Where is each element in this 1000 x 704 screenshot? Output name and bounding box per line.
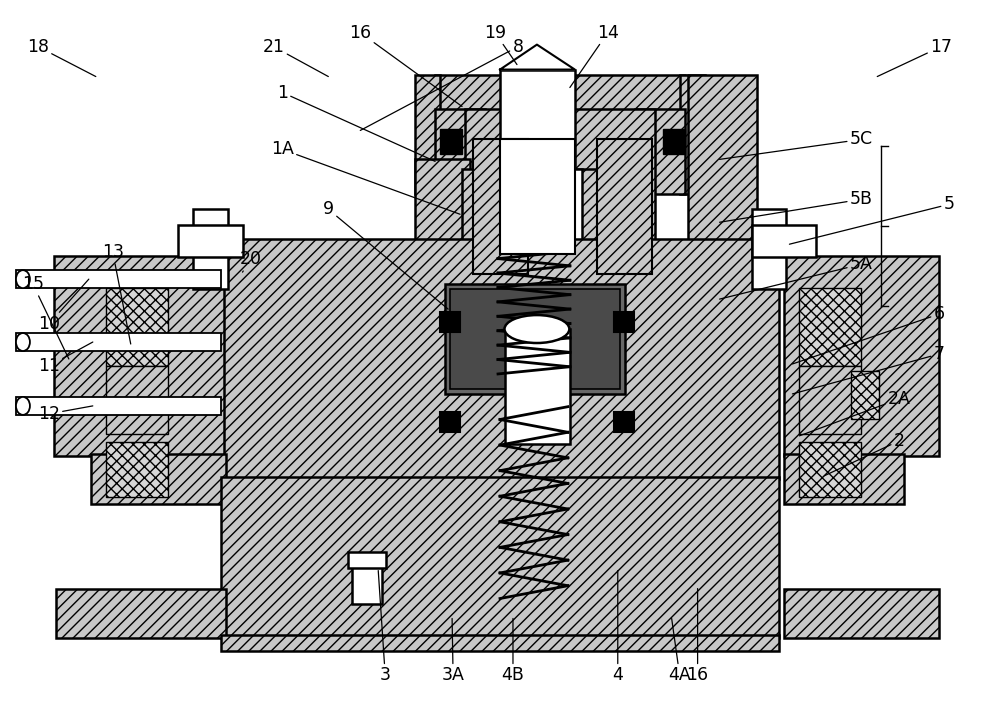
Bar (635, 110, 685, 194)
Bar (440, 412, 460, 432)
Bar (752, 225, 816, 257)
Text: 7: 7 (792, 345, 945, 394)
Text: 21: 21 (262, 37, 328, 77)
Text: 9: 9 (323, 200, 448, 309)
Bar (415, 159, 470, 249)
Bar (851, 371, 879, 419)
Text: 15: 15 (22, 275, 69, 359)
Bar (16, 270, 221, 288)
Ellipse shape (16, 333, 30, 351)
Bar (106, 366, 168, 434)
Bar (440, 312, 460, 332)
Text: 14: 14 (570, 24, 619, 87)
Bar (16, 397, 221, 415)
Bar (500, 139, 575, 254)
Bar (799, 442, 861, 497)
Bar (487, 170, 582, 598)
Bar (415, 75, 440, 194)
Bar (193, 209, 228, 289)
Bar (455, 369, 615, 389)
Bar (784, 454, 904, 503)
Bar (799, 288, 861, 366)
Bar (106, 442, 168, 497)
Bar (435, 110, 485, 194)
Ellipse shape (504, 315, 569, 343)
Bar (503, 384, 565, 598)
Text: 5C: 5C (720, 130, 873, 159)
Text: 11: 11 (38, 342, 93, 375)
Bar (784, 256, 939, 455)
Text: 4B: 4B (502, 619, 524, 684)
Text: 5: 5 (789, 195, 955, 244)
Text: 17: 17 (877, 37, 952, 77)
Text: 20: 20 (239, 250, 261, 272)
Bar (688, 75, 757, 598)
Bar (473, 139, 528, 274)
Text: 2: 2 (824, 432, 905, 476)
Text: 2A: 2A (799, 390, 911, 436)
Text: 5B: 5B (720, 190, 873, 222)
Bar (500, 70, 575, 254)
Bar (445, 284, 625, 394)
Bar (505, 329, 570, 444)
Bar (752, 209, 786, 289)
Text: 1A: 1A (271, 140, 460, 214)
Text: 3A: 3A (442, 619, 465, 684)
Text: 8: 8 (360, 37, 523, 130)
Text: 6: 6 (792, 305, 945, 364)
Bar (663, 130, 685, 154)
Text: 19: 19 (484, 24, 517, 65)
Bar (91, 454, 226, 503)
Text: 18: 18 (27, 37, 96, 77)
Text: 16: 16 (687, 589, 709, 684)
Bar (465, 110, 655, 274)
Ellipse shape (16, 270, 30, 288)
Text: 4: 4 (612, 570, 623, 684)
Text: 5A: 5A (720, 255, 873, 299)
Bar (435, 75, 685, 159)
Bar (614, 412, 634, 432)
Text: 1: 1 (277, 84, 435, 161)
Bar (221, 636, 779, 651)
Text: 10: 10 (38, 279, 89, 333)
Text: 4A: 4A (668, 619, 691, 684)
Bar (799, 366, 861, 434)
Text: 16: 16 (349, 24, 462, 106)
Text: 3: 3 (378, 570, 391, 684)
Ellipse shape (16, 397, 30, 415)
Bar (56, 589, 226, 639)
Bar (680, 75, 705, 194)
Bar (450, 289, 620, 389)
Bar (178, 225, 243, 257)
Polygon shape (500, 44, 575, 70)
Bar (106, 288, 168, 366)
Bar (54, 256, 224, 455)
Bar (221, 477, 779, 639)
Text: 13: 13 (102, 243, 131, 344)
Text: 12: 12 (38, 405, 93, 423)
Bar (221, 239, 779, 479)
Bar (597, 139, 652, 274)
Bar (784, 589, 939, 639)
Bar (614, 312, 634, 332)
Bar (348, 552, 386, 567)
Bar (16, 333, 221, 351)
Bar (440, 130, 462, 154)
Bar (352, 565, 382, 603)
Bar (462, 170, 607, 598)
